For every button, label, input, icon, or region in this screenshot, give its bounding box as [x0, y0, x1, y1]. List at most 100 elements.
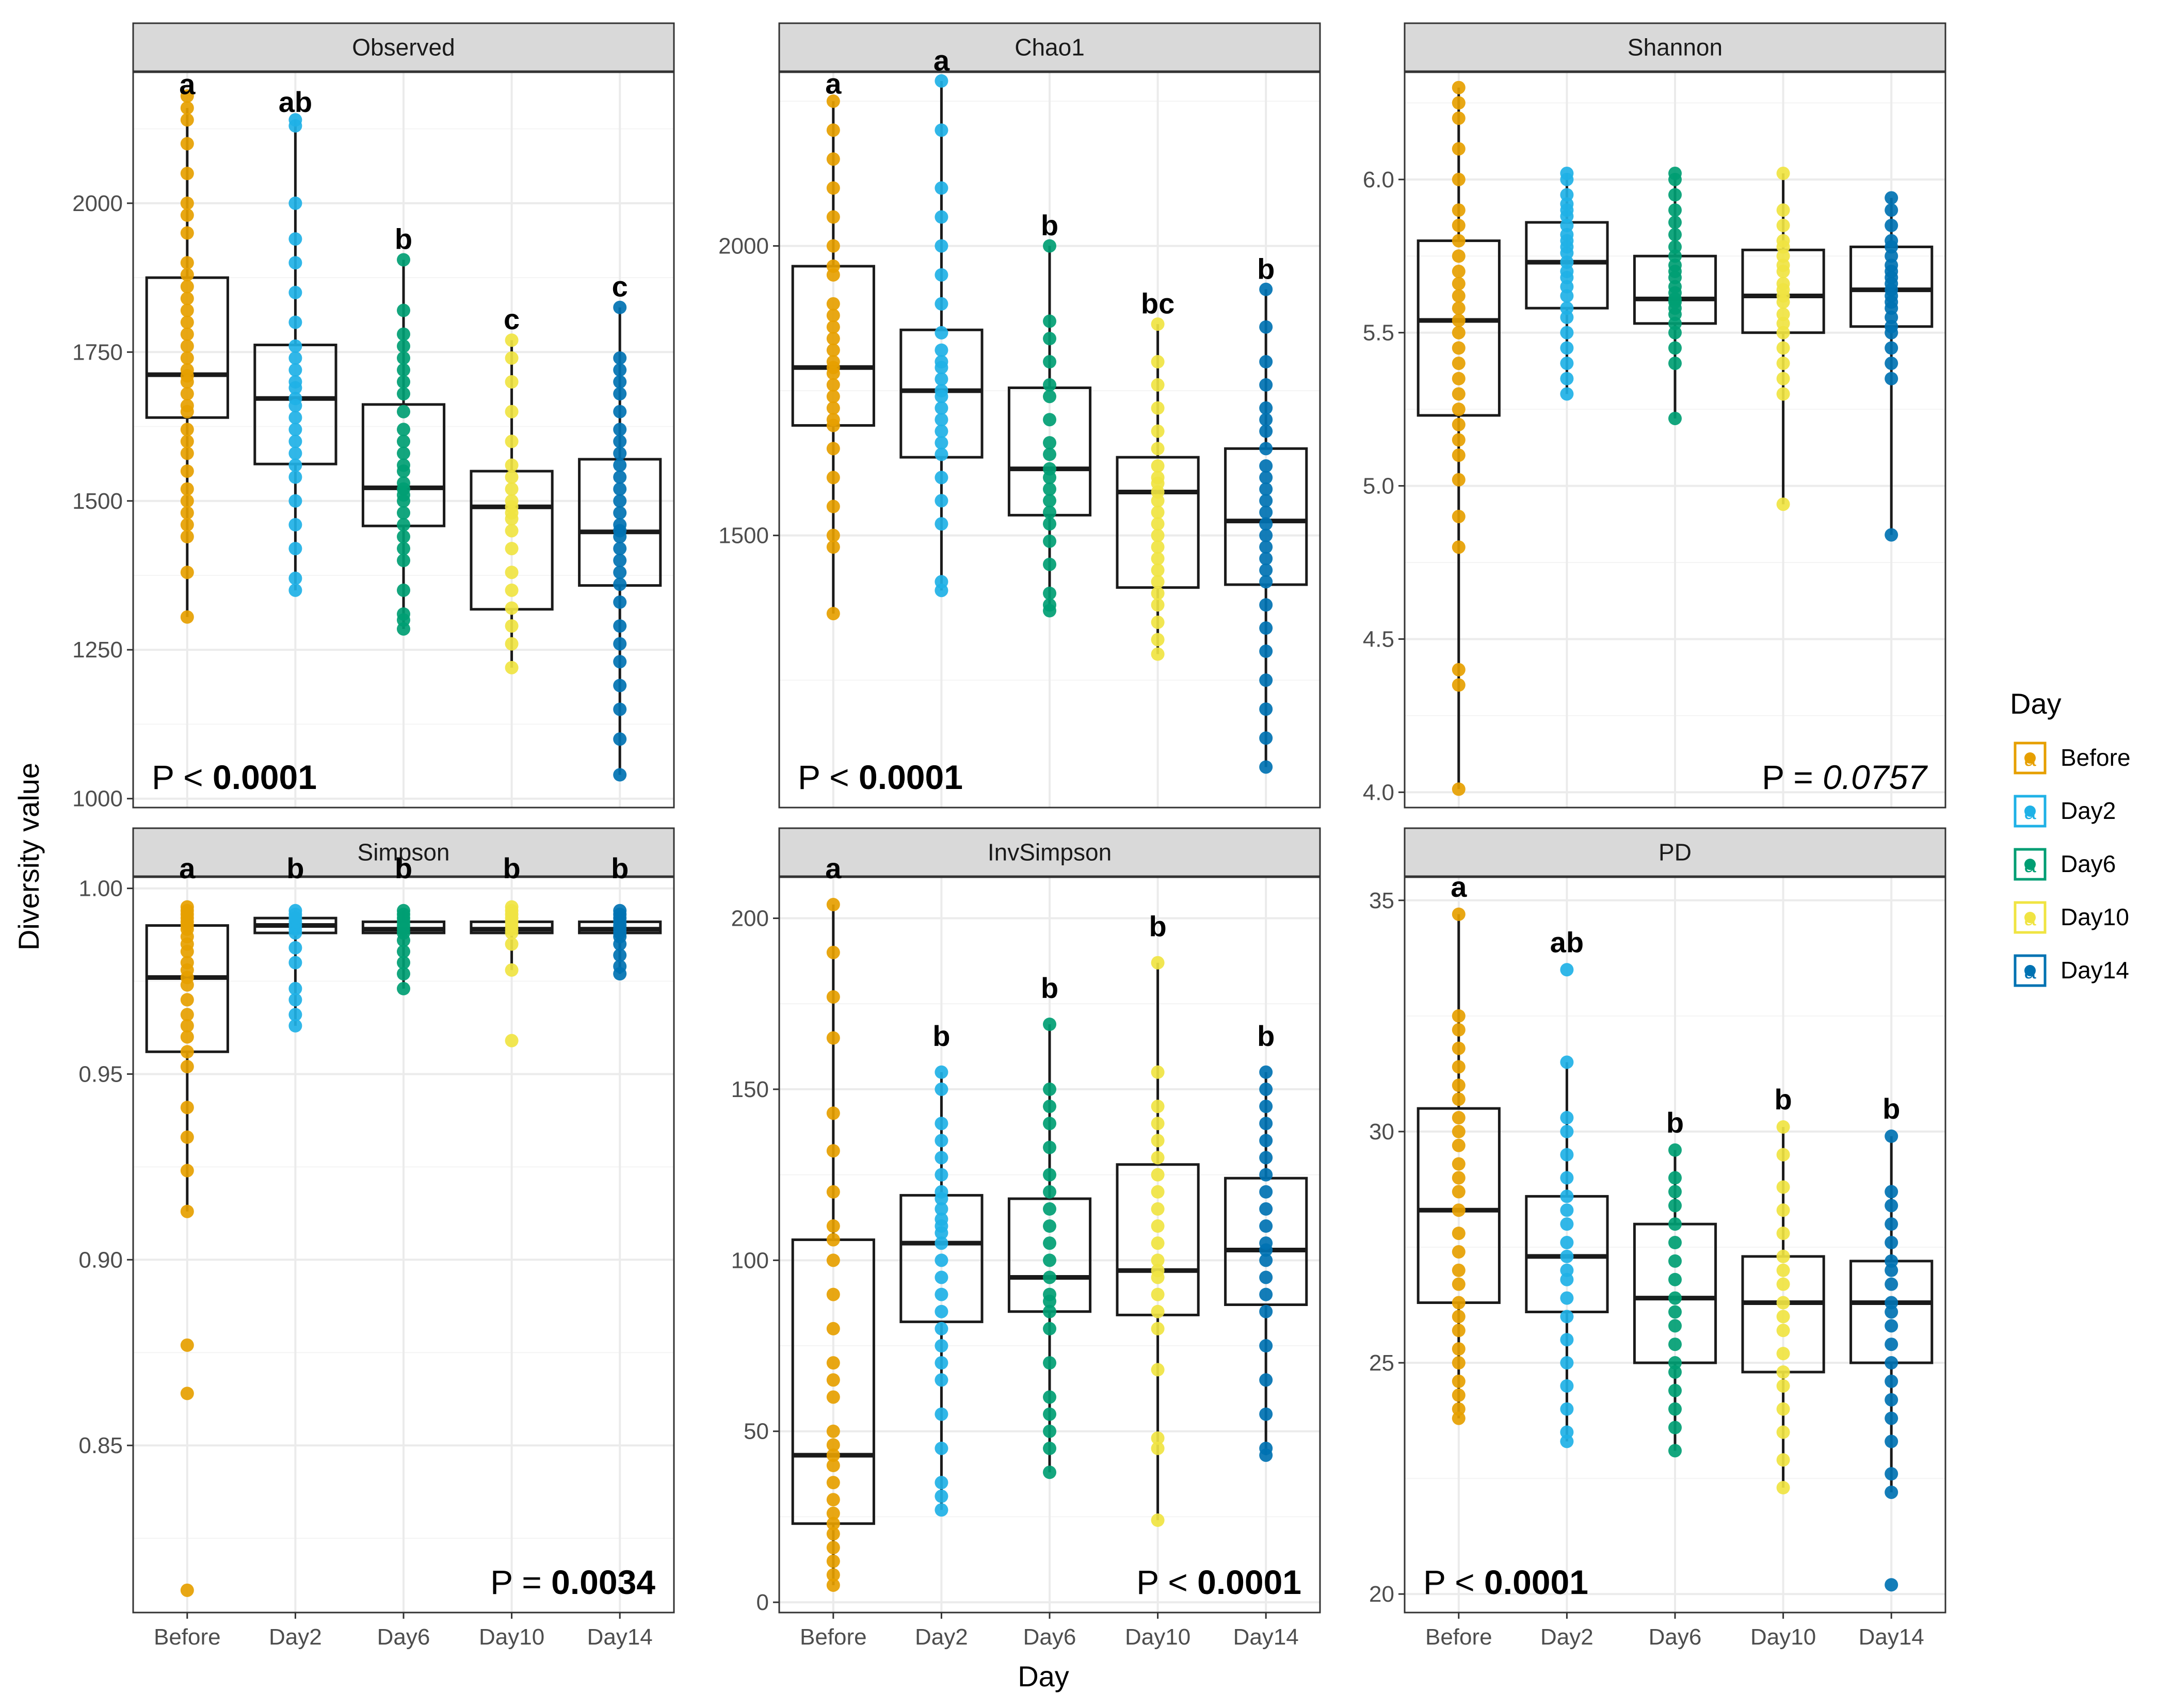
data-point — [1259, 413, 1273, 427]
data-point — [288, 494, 302, 508]
data-point — [1151, 1100, 1165, 1114]
data-point — [1452, 1185, 1466, 1199]
legend-dot-before — [2024, 752, 2036, 764]
data-point — [505, 494, 519, 508]
p-value-prefix: P < — [1136, 1563, 1197, 1601]
y-tick-label: 20 — [1369, 1582, 1394, 1607]
data-point — [826, 297, 840, 311]
significance-letter: c — [504, 303, 520, 335]
data-point — [397, 944, 410, 958]
data-point — [935, 494, 948, 508]
data-point — [397, 518, 410, 531]
data-point — [397, 405, 410, 418]
data-point — [397, 375, 410, 389]
data-point — [935, 1168, 948, 1182]
data-point — [1885, 1435, 1898, 1448]
legend-glyph-day14: a — [2024, 959, 2036, 983]
significance-letter: a — [825, 852, 842, 884]
data-point — [613, 375, 627, 389]
legend-title: Day — [2010, 687, 2062, 720]
data-point — [613, 566, 627, 579]
data-point — [505, 660, 519, 674]
data-point — [1452, 402, 1466, 416]
legend-label-day6: Day6 — [2061, 850, 2116, 877]
data-point — [288, 196, 302, 210]
data-point — [505, 542, 519, 556]
data-point — [1560, 301, 1574, 315]
legend-key: a Before — [2014, 742, 2131, 775]
panel-invsimpson: InvSimpson 0 50 100 150 200 a b b b b P < 0.0001 Bef… — [731, 827, 1321, 1650]
data-point — [288, 434, 302, 448]
data-point — [1259, 378, 1273, 392]
data-point — [180, 113, 194, 127]
p-value: P = 0.0034 — [490, 1563, 655, 1601]
p-value-prefix: P = — [490, 1563, 551, 1601]
data-point — [397, 327, 410, 341]
p-value: P < 0.0001 — [1423, 1563, 1588, 1601]
data-point — [613, 595, 627, 609]
data-point — [826, 259, 840, 273]
data-point — [180, 387, 194, 401]
data-point — [1151, 552, 1165, 566]
significance-letter: b — [932, 1020, 950, 1052]
data-point — [1452, 1245, 1466, 1259]
data-point — [1668, 1338, 1682, 1351]
data-point — [505, 351, 519, 365]
data-point — [505, 566, 519, 579]
data-point — [397, 387, 410, 401]
data-point — [935, 1407, 948, 1421]
data-point — [1043, 1082, 1056, 1096]
data-point — [288, 542, 302, 556]
data-point — [1560, 1249, 1574, 1263]
data-point — [1560, 1291, 1574, 1305]
data-point — [397, 303, 410, 317]
data-point — [1151, 1219, 1165, 1233]
data-point — [1452, 96, 1466, 110]
data-point — [935, 424, 948, 438]
data-point — [180, 196, 194, 210]
data-point — [180, 137, 194, 151]
data-point — [935, 1185, 948, 1199]
data-point — [1776, 341, 1790, 355]
data-point — [1668, 203, 1682, 217]
data-point — [1043, 1018, 1056, 1031]
strip-title: PD — [1659, 839, 1692, 866]
data-point — [288, 113, 302, 127]
data-point — [1043, 517, 1056, 531]
data-point — [1151, 563, 1165, 577]
y-tick-label: 5.0 — [1363, 474, 1394, 499]
data-point — [288, 904, 302, 917]
data-point — [1776, 1365, 1790, 1379]
legend: Day a Before a Day2 a Day6 a Day10 — [2010, 687, 2131, 987]
data-point — [826, 94, 840, 108]
data-point — [180, 900, 194, 914]
data-point — [826, 413, 840, 427]
data-point — [180, 1130, 194, 1144]
data-point — [935, 355, 948, 369]
data-point — [1885, 1236, 1898, 1250]
data-point — [1452, 264, 1466, 278]
data-point — [826, 540, 840, 554]
data-point — [935, 575, 948, 589]
data-point — [1259, 494, 1273, 508]
data-point — [826, 471, 840, 485]
data-point — [1560, 1435, 1574, 1448]
data-point — [288, 446, 302, 460]
data-point — [1151, 598, 1165, 612]
data-point — [397, 458, 410, 472]
data-point — [826, 1541, 840, 1555]
data-point — [1885, 191, 1898, 205]
data-point — [935, 123, 948, 137]
data-point — [1259, 702, 1273, 716]
data-point — [613, 405, 627, 418]
data-point — [1560, 1333, 1574, 1347]
data-point — [1452, 1263, 1466, 1277]
data-point — [613, 458, 627, 472]
data-point — [935, 1082, 948, 1096]
data-point — [288, 518, 302, 531]
legend-glyph-day2: a — [2024, 799, 2036, 824]
data-point — [1259, 1151, 1273, 1165]
data-point — [1151, 1168, 1165, 1182]
panel-chao1: Chao1 1500 2000 a a b bc b P < 0.0001 — [718, 22, 1321, 809]
data-point — [1151, 1253, 1165, 1267]
